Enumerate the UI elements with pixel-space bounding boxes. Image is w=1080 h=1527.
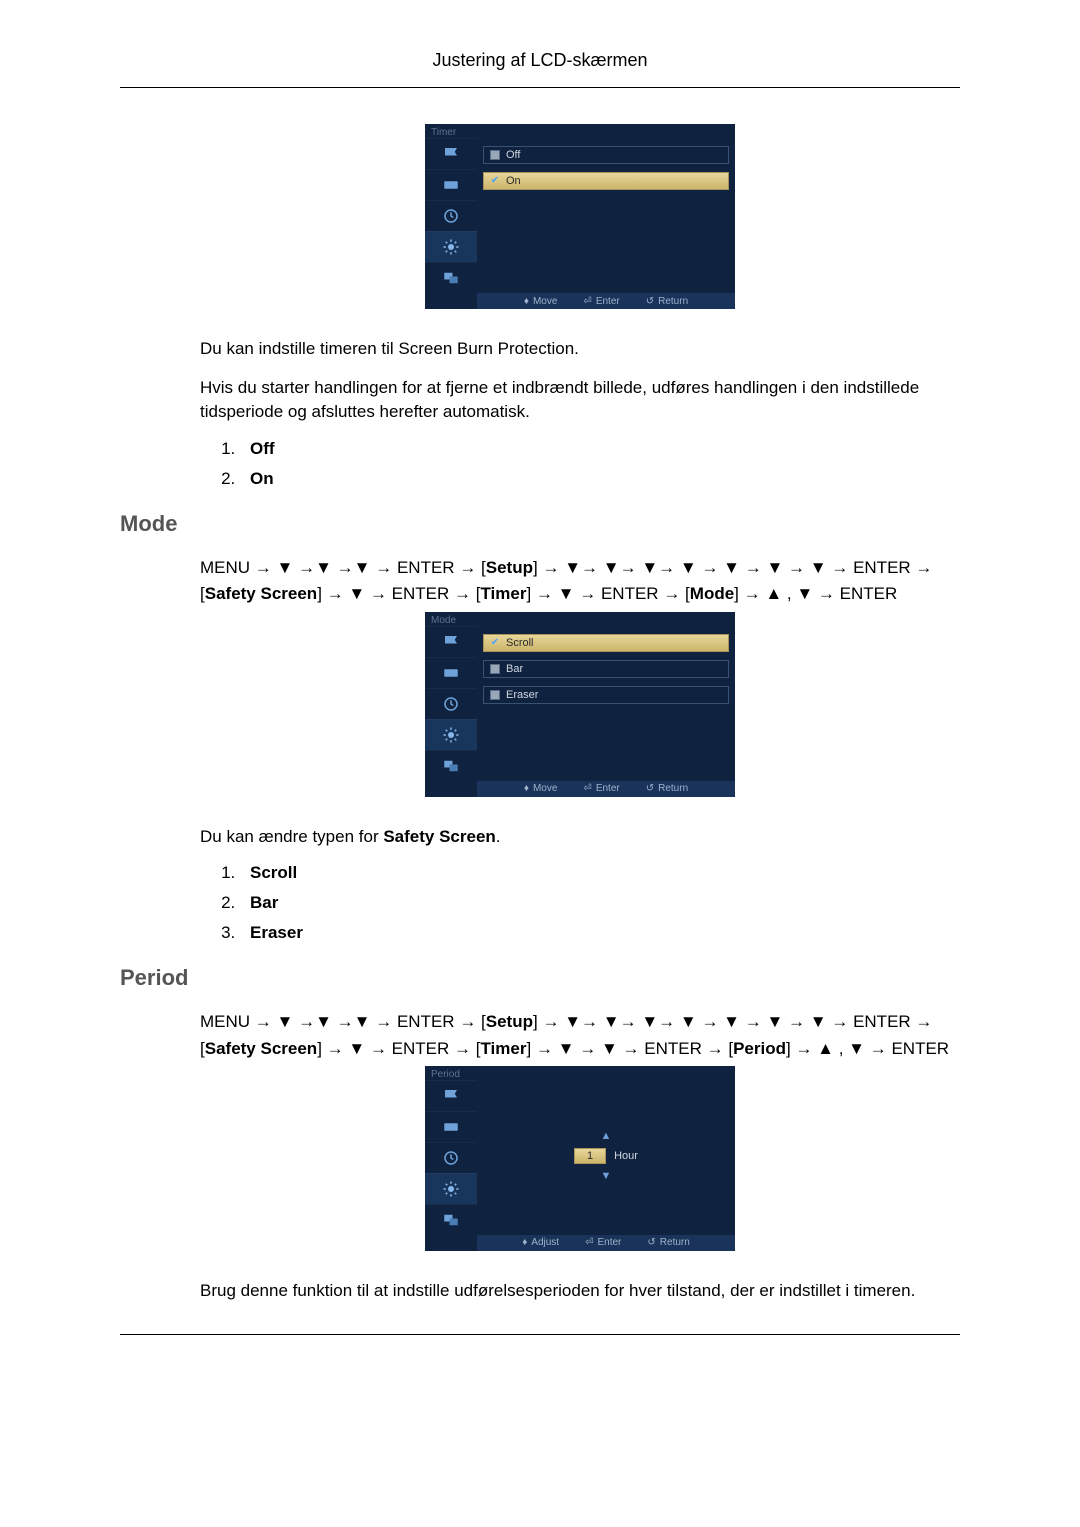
osd-options: Off ✔ On (483, 142, 729, 287)
timer-block: Timer Off ✔ On (200, 124, 960, 489)
osd-option-label: Off (506, 149, 520, 161)
updown-icon: ♦ (524, 296, 529, 307)
osd-option-label: Eraser (506, 689, 538, 701)
page-footer-rule (120, 1334, 960, 1335)
osd-option-label: On (506, 175, 521, 187)
footer-adjust: ♦Adjust (522, 1237, 559, 1248)
osd-title: Period (431, 1069, 460, 1080)
period-nav-path: MENU → ▼ →▼ →▼ → ENTER → [Setup] → ▼→ ▼→… (200, 1009, 960, 1062)
osd-sidebar (425, 626, 477, 781)
mode-nav-path: MENU → ▼ →▼ →▼ → ENTER → [Setup] → ▼→ ▼→… (200, 555, 960, 608)
osd-footer: ♦Move ⏎Enter ↺Return (477, 781, 735, 797)
page-header: Justering af LCD-skærmen (120, 50, 960, 88)
return-icon: ↺ (646, 296, 654, 307)
mode-heading: Mode (120, 511, 960, 537)
timer-para-1: Du kan indstille timeren til Screen Burn… (200, 337, 960, 362)
osd-sidebar-item-setup (425, 1173, 477, 1204)
list-item: Scroll (240, 863, 960, 883)
mode-option-list: Scroll Bar Eraser (222, 863, 960, 943)
timer-option-list: Off On (222, 439, 960, 489)
list-item: Eraser (240, 923, 960, 943)
period-value[interactable]: 1 (574, 1148, 606, 1164)
unchecked-icon (490, 150, 500, 160)
enter-icon: ⏎ (583, 783, 591, 794)
osd-sidebar-item-picture (425, 138, 477, 169)
osd-sidebar-item-multi (425, 1204, 477, 1235)
footer-enter: ⏎Enter (583, 783, 619, 794)
footer-enter: ⏎Enter (585, 1237, 621, 1248)
period-block: MENU → ▼ →▼ →▼ → ENTER → [Setup] → ▼→ ▼→… (200, 1009, 960, 1303)
osd-sidebar-item-time (425, 688, 477, 719)
osd-option-eraser[interactable]: Eraser (483, 686, 729, 704)
footer-return: ↺Return (647, 1237, 689, 1248)
osd-option-label: Bar (506, 663, 523, 675)
arrow-up-icon[interactable]: ▲ (601, 1130, 612, 1142)
osd-mode: Mode ✔ Scroll Bar Eraser ♦Move ⏎Ente (425, 612, 735, 797)
osd-sidebar (425, 138, 477, 293)
osd-title: Timer (431, 127, 456, 138)
period-unit: Hour (614, 1150, 638, 1162)
footer-return: ↺Return (646, 783, 688, 794)
unchecked-icon (490, 690, 500, 700)
return-icon: ↺ (646, 783, 654, 794)
osd-option-label: Scroll (506, 637, 534, 649)
osd-option-bar[interactable]: Bar (483, 660, 729, 678)
osd-sidebar-item-setup (425, 719, 477, 750)
footer-enter: ⏎Enter (583, 296, 619, 307)
osd-sidebar-item-picture (425, 626, 477, 657)
enter-icon: ⏎ (585, 1237, 593, 1248)
osd-value-area: ▲ 1 Hour ▼ (483, 1084, 729, 1229)
osd-sidebar (425, 1080, 477, 1235)
return-icon: ↺ (647, 1237, 655, 1248)
osd-sidebar-item-input (425, 657, 477, 688)
footer-move: ♦Move (524, 296, 558, 307)
osd-option-off[interactable]: Off (483, 146, 729, 164)
osd-option-scroll[interactable]: ✔ Scroll (483, 634, 729, 652)
checked-icon: ✔ (490, 638, 500, 648)
mode-block: MENU → ▼ →▼ →▼ → ENTER → [Setup] → ▼→ ▼→… (200, 555, 960, 943)
osd-sidebar-item-input (425, 1111, 477, 1142)
osd-period: Period ▲ 1 Hour ▼ ♦Adjust ⏎Enter ↺Return (425, 1066, 735, 1251)
enter-icon: ⏎ (583, 296, 591, 307)
list-item: Off (240, 439, 960, 459)
osd-sidebar-item-input (425, 169, 477, 200)
osd-sidebar-item-time (425, 200, 477, 231)
list-item: On (240, 469, 960, 489)
period-heading: Period (120, 965, 960, 991)
osd-title: Mode (431, 615, 456, 626)
osd-sidebar-item-picture (425, 1080, 477, 1111)
osd-footer: ♦Adjust ⏎Enter ↺Return (477, 1235, 735, 1251)
checked-icon: ✔ (490, 176, 500, 186)
osd-sidebar-item-time (425, 1142, 477, 1173)
updown-icon: ♦ (524, 783, 529, 794)
osd-sidebar-item-multi (425, 262, 477, 293)
osd-options: ✔ Scroll Bar Eraser (483, 630, 729, 775)
period-para: Brug denne funktion til at indstille udf… (200, 1279, 960, 1304)
mode-para: Du kan ændre typen for Safety Screen. (200, 825, 960, 850)
arrow-down-icon[interactable]: ▼ (601, 1170, 612, 1182)
osd-option-on[interactable]: ✔ On (483, 172, 729, 190)
timer-para-2: Hvis du starter handlingen for at fjerne… (200, 376, 960, 425)
osd-sidebar-item-multi (425, 750, 477, 781)
updown-icon: ♦ (522, 1237, 527, 1248)
list-item: Bar (240, 893, 960, 913)
osd-sidebar-item-setup (425, 231, 477, 262)
osd-footer: ♦Move ⏎Enter ↺Return (477, 293, 735, 309)
footer-move: ♦Move (524, 783, 558, 794)
footer-return: ↺Return (646, 296, 688, 307)
osd-timer: Timer Off ✔ On (425, 124, 735, 309)
unchecked-icon (490, 664, 500, 674)
